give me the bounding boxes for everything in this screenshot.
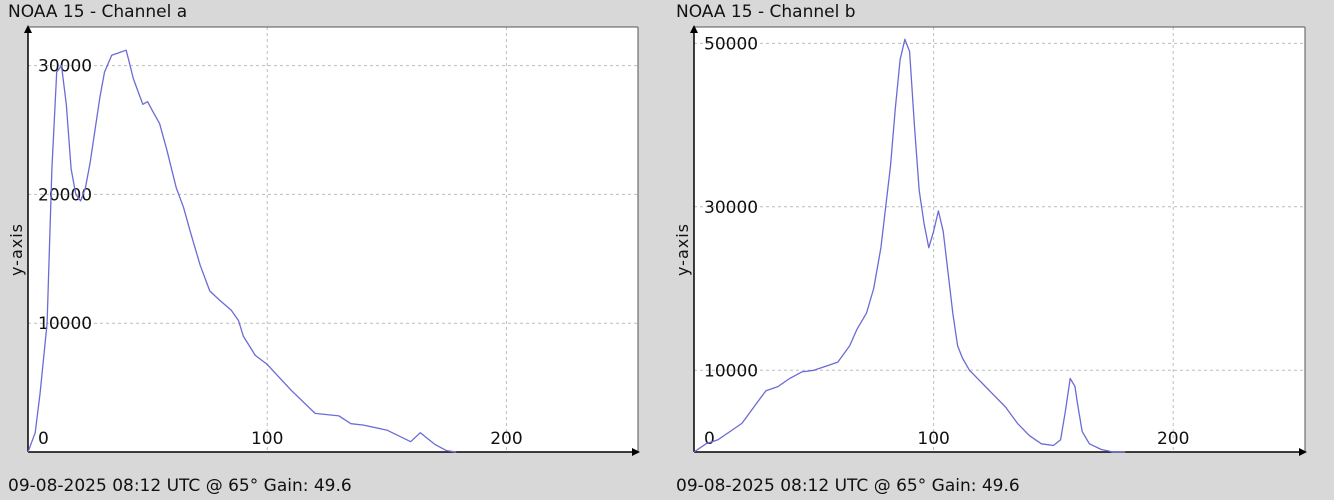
plot-area (694, 27, 1305, 452)
series-line (27, 49, 457, 453)
y-axis-title: y-axis (673, 223, 692, 276)
y-tick-label: 10000 (38, 314, 92, 334)
y-axis-title: y-axis (7, 223, 26, 276)
plot-area (28, 27, 638, 452)
chart-b-title: NOAA 15 - Channel b (676, 2, 856, 22)
chart-a-title: NOAA 15 - Channel a (8, 2, 188, 22)
y-tick-label: 50000 (704, 34, 758, 54)
y-axis-arrow (690, 25, 698, 33)
x-tick-label: 0 (38, 429, 49, 449)
chart-b-plot: 0 100 200 10000 30000 50000 y-axis (673, 25, 1307, 456)
x-tick-label: 0 (704, 429, 715, 449)
x-tick-label: 200 (1157, 429, 1189, 449)
y-tick-label: 30000 (38, 57, 92, 77)
x-axis-arrow (632, 448, 640, 456)
series-line (693, 38, 1126, 453)
y-tick-label: 30000 (704, 198, 758, 218)
x-tick-label: 200 (490, 429, 522, 449)
y-tick-label: 20000 (38, 185, 92, 205)
x-tick-label: 100 (251, 429, 283, 449)
y-tick-label: 10000 (704, 361, 758, 381)
chart-a-plot: 0 100 200 10000 20000 30000 y-axis (7, 25, 640, 456)
chart-a-footer: 09-08-2025 08:12 UTC @ 65° Gain: 49.6 (8, 476, 352, 496)
x-tick-label: 100 (917, 429, 949, 449)
chart-b-footer: 09-08-2025 08:12 UTC @ 65° Gain: 49.6 (676, 476, 1020, 496)
x-axis-arrow (1299, 448, 1307, 456)
y-axis-arrow (24, 25, 32, 33)
